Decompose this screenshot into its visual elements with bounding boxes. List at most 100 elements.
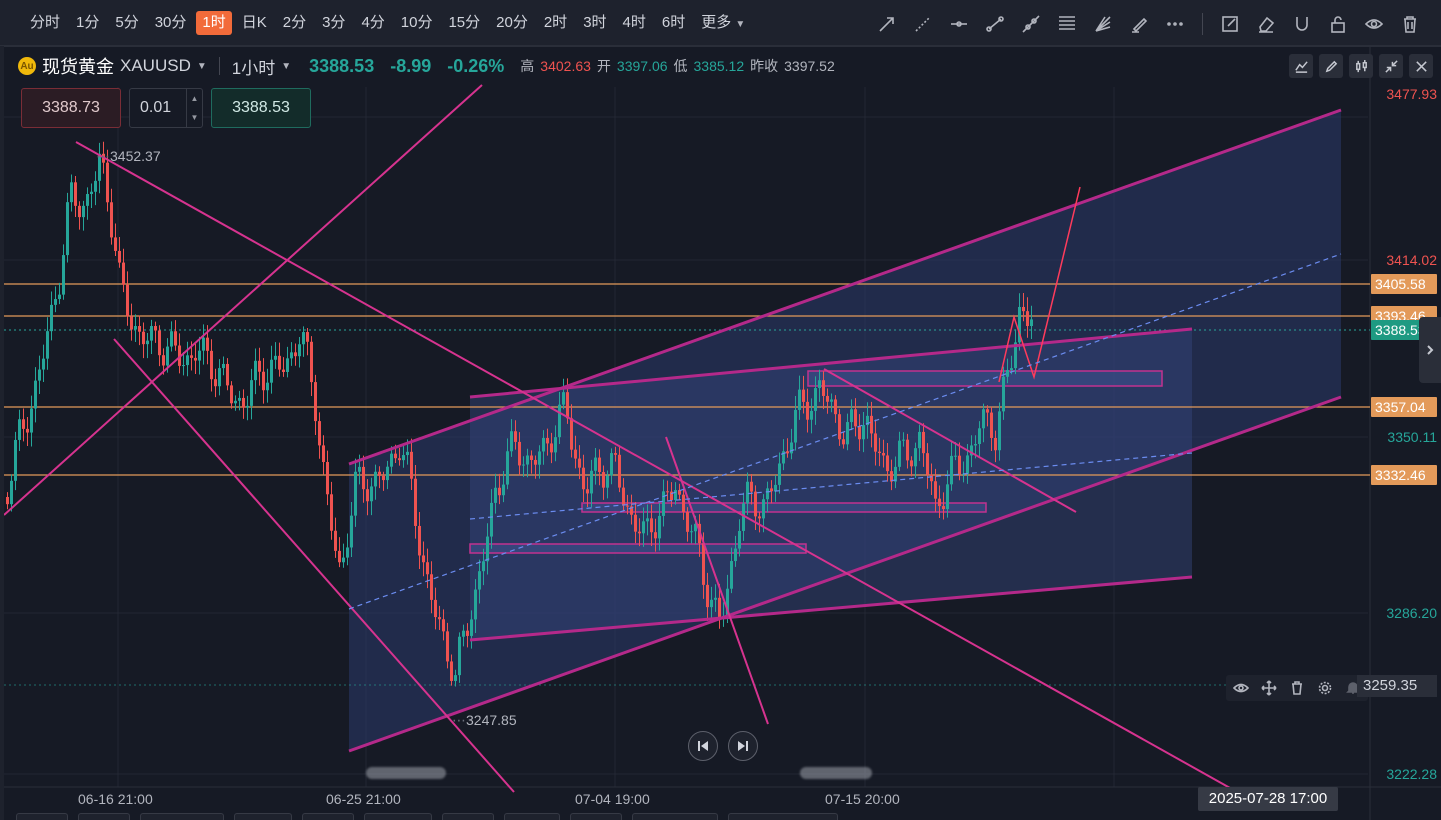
candle-body <box>774 484 777 492</box>
chart-panel[interactable]: Au 现货黄金 XAUUSD ▼ 1小时 ▼ 3388.53 -8.99 -0.… <box>4 46 1441 820</box>
indicator-icon[interactable] <box>1289 54 1313 78</box>
close-icon[interactable] <box>1409 54 1433 78</box>
candle-body <box>134 326 137 330</box>
chevron-down-icon[interactable]: ▼ <box>190 113 199 122</box>
candle-body <box>54 299 57 305</box>
candle-body <box>826 395 829 402</box>
timeframe-tab[interactable]: 2分 <box>282 13 307 31</box>
bottom-tab[interactable] <box>302 813 354 820</box>
timeframe-tab[interactable]: 30分 <box>154 13 187 31</box>
eye-icon[interactable] <box>1230 677 1252 699</box>
bottom-tab[interactable] <box>632 813 718 820</box>
timeframe-tab[interactable]: 10分 <box>400 13 433 31</box>
candle-body <box>766 488 769 500</box>
bottom-tab[interactable] <box>16 813 68 820</box>
candle-body <box>158 330 161 356</box>
chevron-up-icon[interactable]: ▲ <box>190 94 199 103</box>
scroll-back-button[interactable] <box>688 731 718 761</box>
buy-button[interactable]: 3388.53 <box>211 88 311 128</box>
timeframe-tab[interactable]: 4时 <box>622 13 646 31</box>
timeframe-tab[interactable]: 5分 <box>115 13 139 31</box>
highlighter-icon[interactable] <box>1126 11 1152 37</box>
eraser-icon[interactable] <box>1253 11 1279 37</box>
collapse-icon[interactable] <box>1379 54 1403 78</box>
timeframe-tab[interactable]: 2时 <box>543 13 568 31</box>
extended-line-icon[interactable] <box>1018 11 1044 37</box>
dashed-line-icon[interactable] <box>910 11 936 37</box>
candle-body <box>622 487 625 506</box>
timeframe-tab[interactable]: 日K <box>241 13 267 31</box>
eye-icon[interactable] <box>1361 11 1387 37</box>
magnet-icon[interactable] <box>1289 11 1315 37</box>
candle-body <box>530 455 533 460</box>
trend-arrow-icon[interactable] <box>874 11 900 37</box>
bottom-tab[interactable] <box>234 813 292 820</box>
candle-body <box>126 284 129 317</box>
candle-body <box>658 515 661 539</box>
price-level-badge[interactable]: 3405.58 <box>1371 274 1437 294</box>
timeframe-tab[interactable]: 3分 <box>322 13 346 31</box>
timeframe-tab[interactable]: 15分 <box>448 13 481 31</box>
symbol-code[interactable]: XAUUSD <box>120 56 191 75</box>
price-tick: 3477.93 <box>1386 86 1437 102</box>
chevron-down-icon[interactable]: ▼ <box>281 60 292 72</box>
candle-body <box>1014 342 1017 369</box>
trash-icon[interactable] <box>1397 11 1423 37</box>
price-level-badge[interactable]: 3357.04 <box>1371 397 1437 417</box>
quantity-value[interactable]: 0.01 <box>140 99 172 116</box>
bottom-tab[interactable] <box>78 813 130 820</box>
settings-gear-icon[interactable] <box>1314 677 1336 699</box>
sell-button[interactable]: 3388.73 <box>21 88 121 128</box>
pencil-icon[interactable] <box>1319 54 1343 78</box>
candle-body <box>322 445 325 463</box>
bottom-tab[interactable] <box>442 813 494 820</box>
horizontal-line-icon[interactable] <box>946 11 972 37</box>
candle-body <box>554 437 557 453</box>
move-icon[interactable] <box>1258 677 1280 699</box>
low-annotation-value: 3247.85 <box>466 712 517 728</box>
candle-body <box>286 358 289 373</box>
bottom-tab[interactable] <box>570 813 622 820</box>
candles-icon[interactable] <box>1349 54 1373 78</box>
candle-body <box>446 631 449 662</box>
chevron-down-icon[interactable]: ▼ <box>196 60 207 72</box>
timeframe-tab[interactable]: 1分 <box>76 13 100 31</box>
candle-body <box>422 555 425 563</box>
edit-icon[interactable] <box>1217 11 1243 37</box>
quantity-stepper[interactable]: 0.01 ▲ ▼ <box>129 88 203 128</box>
timeframe-tab[interactable]: 20分 <box>496 13 528 31</box>
more-timeframes-button[interactable]: 更多 ▼ <box>695 11 751 35</box>
lock-icon[interactable] <box>1325 11 1351 37</box>
price-chart[interactable] <box>4 47 1441 820</box>
candle-body <box>738 530 741 549</box>
ray-icon[interactable] <box>982 11 1008 37</box>
high-label: 高 <box>520 58 535 74</box>
stepper-arrows[interactable]: ▲ ▼ <box>186 89 202 127</box>
candle-body <box>410 451 413 479</box>
candle-body <box>1026 311 1029 327</box>
candle-body <box>302 332 305 345</box>
candle-body <box>606 475 609 488</box>
timeframe-tab[interactable]: 4分 <box>361 13 385 31</box>
bottom-tab[interactable] <box>364 813 432 820</box>
price-level-badge[interactable]: 3332.46 <box>1371 465 1437 485</box>
more-dots-icon[interactable] <box>1162 11 1188 37</box>
line-price-label[interactable]: 3259.35 <box>1357 675 1437 697</box>
trash-icon[interactable] <box>1286 677 1308 699</box>
bottom-tab[interactable] <box>140 813 224 820</box>
candle-body <box>874 433 877 452</box>
candle-body <box>434 599 437 618</box>
timeframe-tab[interactable]: 分时 <box>30 13 61 31</box>
timeframe-tab[interactable]: 3时 <box>583 13 607 31</box>
bottom-tab[interactable] <box>728 813 838 820</box>
candle-body <box>562 392 565 405</box>
scroll-forward-button[interactable] <box>728 731 758 761</box>
bottom-tab[interactable] <box>504 813 560 820</box>
fan-icon[interactable] <box>1090 11 1116 37</box>
candle-body <box>470 619 473 636</box>
period-selector[interactable]: 1小时 <box>231 58 276 78</box>
timeframe-tab[interactable]: 6时 <box>661 13 686 31</box>
fibonacci-icon[interactable] <box>1054 11 1080 37</box>
timeframe-tab[interactable]: 1时 <box>196 10 232 35</box>
expand-side-panel-button[interactable] <box>1419 317 1441 383</box>
